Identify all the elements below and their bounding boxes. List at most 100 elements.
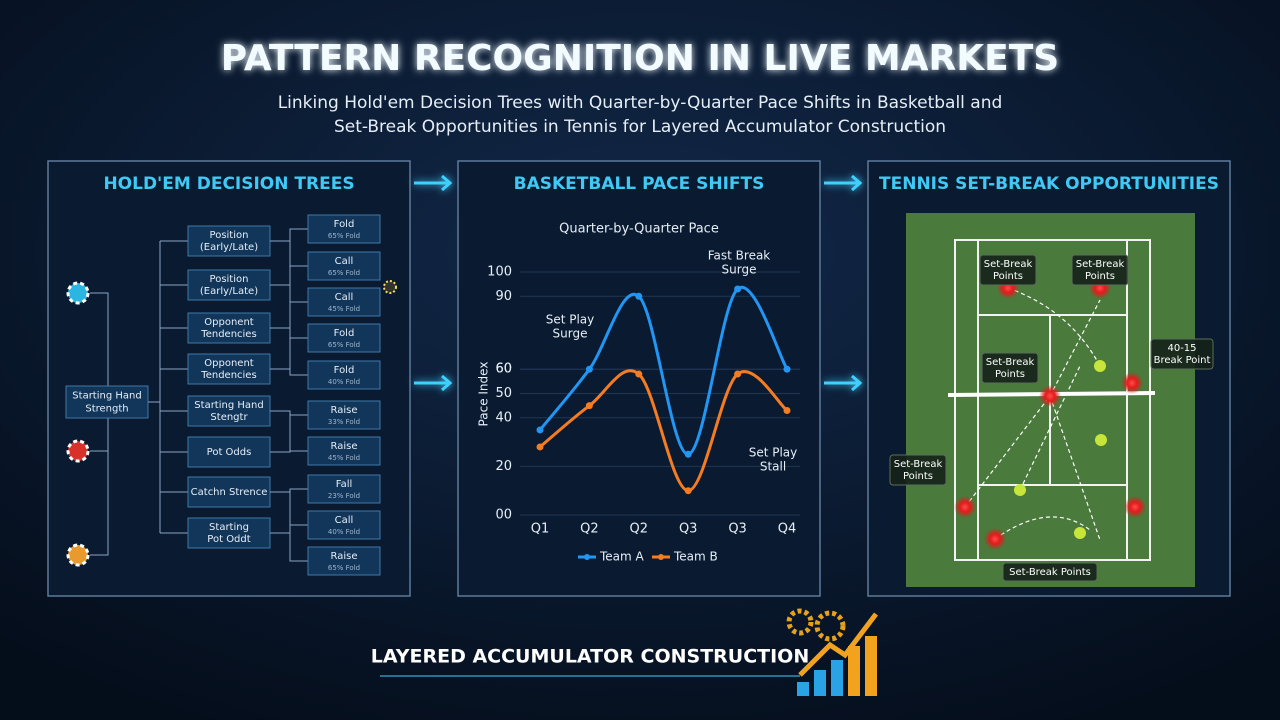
data-point: [635, 292, 643, 300]
leaf-odds: 40% Fold: [328, 528, 360, 536]
y-axis-label: Pace Index: [477, 362, 491, 427]
legend-label: Team A: [599, 550, 645, 564]
tree-node: [187, 517, 271, 549]
node-label: (Early/Late): [200, 242, 258, 253]
tree-node: [187, 269, 271, 301]
leaf-node: [307, 510, 381, 540]
y-tick-label: 90: [495, 289, 512, 304]
leaf-action: Fold: [334, 219, 355, 230]
court-label: Break Point: [1154, 355, 1211, 366]
annotation: Fast Break: [708, 249, 771, 263]
tree-node: [187, 312, 271, 344]
node-label: Starting Hand: [194, 400, 263, 411]
chart-title: Quarter-by-Quarter Pace: [559, 222, 719, 237]
label-box: [1150, 338, 1214, 370]
connector: [270, 532, 308, 562]
court-label: Points: [993, 271, 1023, 282]
data-point: [734, 285, 742, 293]
node-label: Starting: [209, 522, 249, 533]
leaf-action: Call: [335, 515, 354, 526]
node-label: Stengtr: [210, 412, 248, 423]
node-label: Tendencies: [200, 329, 256, 340]
leaf-odds: 65% Fold: [328, 232, 360, 240]
data-point: [783, 365, 791, 373]
node-label: Position: [210, 230, 249, 241]
y-tick-label: 100: [487, 265, 512, 280]
court-label: Points: [995, 369, 1025, 380]
leaf-action: Raise: [331, 551, 358, 562]
node-label: Strength: [85, 404, 128, 415]
panel-title: TENNIS SET-BREAK OPPORTUNITIES: [879, 174, 1219, 194]
leaf-odds: 45% Fold: [328, 305, 360, 313]
leaf-odds: 40% Fold: [328, 378, 360, 386]
leaf-node: [307, 287, 381, 317]
court-label: 40-15: [1167, 343, 1196, 354]
poker-chips: [66, 280, 397, 567]
data-point: [734, 370, 742, 378]
leaf-node: [307, 400, 381, 430]
leaf-node: [307, 323, 381, 353]
x-tick-label: Q3: [679, 522, 698, 537]
y-tick-label: 60: [495, 362, 512, 377]
leaf-odds: 65% Fold: [328, 269, 360, 277]
data-point: [684, 450, 692, 458]
leaf-node: [307, 251, 381, 281]
tree-node: [187, 353, 271, 385]
annotation: Surge: [553, 327, 588, 341]
connector: [270, 450, 308, 453]
leaf-action: Fall: [336, 479, 353, 490]
leaf-odds: 23% Fold: [328, 492, 360, 500]
court-label: Points: [903, 471, 933, 482]
leaf-action: Raise: [331, 441, 358, 452]
label-box: [981, 352, 1039, 384]
leaf-action: Call: [335, 256, 354, 267]
x-tick-label: Q2: [630, 522, 649, 537]
leaf-node: [307, 214, 381, 244]
leaf-odds: 65% Fold: [328, 341, 360, 349]
leaf-action: Raise: [331, 405, 358, 416]
label-box: [979, 254, 1037, 286]
x-tick-label: Q4: [778, 522, 797, 537]
footer-title: LAYERED ACCUMULATOR CONSTRUCTION: [371, 646, 810, 668]
data-point: [585, 402, 593, 410]
arrows: [414, 174, 863, 392]
node-label: (Early/Late): [200, 286, 258, 297]
node-label: Opponent: [204, 358, 254, 369]
x-tick-label: Q3: [728, 522, 747, 537]
node-label: Opponent: [204, 317, 254, 328]
annotation: Stall: [760, 460, 786, 474]
x-tick-label: Q2: [580, 522, 599, 537]
tree-node: [187, 476, 271, 508]
leaf-node: [307, 546, 381, 576]
tree-node: [187, 225, 271, 257]
data-point: [585, 365, 593, 373]
data-point: [783, 407, 791, 415]
tree-node: [187, 436, 271, 468]
court-label: Points: [1085, 271, 1115, 282]
legend-swatch: [584, 554, 590, 560]
data-point: [684, 487, 692, 495]
connector: [270, 368, 308, 376]
panel-title: BASKETBALL PACE SHIFTS: [514, 174, 765, 194]
y-tick-label: 20: [495, 459, 512, 474]
node-label: Tendencies: [200, 370, 256, 381]
node-label: Catchn Strence: [191, 487, 268, 498]
leaf-action: Fold: [334, 365, 355, 376]
node-label: Position: [210, 274, 249, 285]
court-label: Set-Break Points: [1009, 567, 1091, 578]
label-box: [889, 454, 947, 486]
label-box: [1071, 254, 1129, 286]
leaf-odds: 45% Fold: [328, 454, 360, 462]
legend-label: Team B: [673, 550, 718, 564]
court-label: Set-Break: [984, 259, 1033, 270]
leaf-node: [307, 436, 381, 466]
x-tick-label: Q1: [531, 522, 550, 537]
court-label: Set-Break: [894, 459, 943, 470]
node-label: Starting Hand: [72, 391, 141, 402]
label-box: [1002, 562, 1098, 582]
leaf-action: Call: [335, 292, 354, 303]
tree-node: [187, 395, 271, 427]
y-tick-label: 00: [495, 508, 512, 523]
leaf-odds: 65% Fold: [328, 564, 360, 572]
